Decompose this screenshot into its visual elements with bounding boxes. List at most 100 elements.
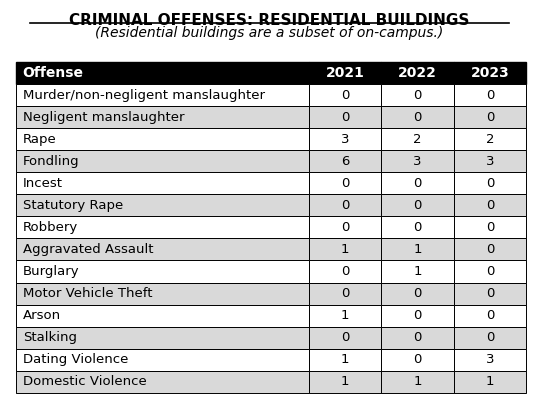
FancyBboxPatch shape [309, 106, 382, 128]
Text: Murder/non-negligent manslaughter: Murder/non-negligent manslaughter [23, 88, 265, 102]
FancyBboxPatch shape [16, 62, 309, 84]
FancyBboxPatch shape [382, 260, 454, 282]
Text: 3: 3 [486, 353, 494, 366]
Text: 0: 0 [413, 353, 421, 366]
FancyBboxPatch shape [454, 349, 526, 371]
Text: 1: 1 [413, 265, 422, 278]
Text: 0: 0 [413, 177, 421, 190]
Text: 0: 0 [341, 331, 349, 344]
Text: Burglary: Burglary [23, 265, 79, 278]
Text: 0: 0 [486, 199, 494, 212]
Text: Dating Violence: Dating Violence [23, 353, 128, 366]
FancyBboxPatch shape [309, 260, 382, 282]
Text: 0: 0 [486, 221, 494, 234]
FancyBboxPatch shape [382, 150, 454, 172]
FancyBboxPatch shape [382, 304, 454, 327]
FancyBboxPatch shape [16, 128, 309, 150]
FancyBboxPatch shape [16, 327, 309, 349]
FancyBboxPatch shape [382, 128, 454, 150]
Text: 2021: 2021 [326, 66, 365, 80]
Text: 0: 0 [486, 265, 494, 278]
FancyBboxPatch shape [454, 106, 526, 128]
Text: 0: 0 [341, 111, 349, 124]
Text: Stalking: Stalking [23, 331, 77, 344]
FancyBboxPatch shape [16, 304, 309, 327]
Text: 0: 0 [486, 243, 494, 256]
Text: Statutory Rape: Statutory Rape [23, 199, 123, 212]
FancyBboxPatch shape [16, 282, 309, 304]
Text: 3: 3 [486, 155, 494, 168]
Text: 0: 0 [413, 287, 421, 300]
FancyBboxPatch shape [16, 150, 309, 172]
Text: 1: 1 [413, 375, 422, 388]
Text: 1: 1 [341, 243, 349, 256]
Text: Offense: Offense [23, 66, 84, 80]
Text: 0: 0 [341, 177, 349, 190]
Text: 1: 1 [486, 375, 494, 388]
FancyBboxPatch shape [309, 84, 382, 106]
FancyBboxPatch shape [454, 304, 526, 327]
FancyBboxPatch shape [309, 327, 382, 349]
FancyBboxPatch shape [16, 172, 309, 194]
Text: 6: 6 [341, 155, 349, 168]
FancyBboxPatch shape [16, 371, 309, 393]
Text: 0: 0 [486, 287, 494, 300]
Text: 1: 1 [341, 375, 349, 388]
Text: Arson: Arson [23, 309, 61, 322]
FancyBboxPatch shape [454, 216, 526, 238]
Text: 2022: 2022 [398, 66, 437, 80]
FancyBboxPatch shape [454, 128, 526, 150]
FancyBboxPatch shape [454, 327, 526, 349]
FancyBboxPatch shape [16, 106, 309, 128]
Text: Robbery: Robbery [23, 221, 78, 234]
FancyBboxPatch shape [309, 371, 382, 393]
Text: 0: 0 [413, 221, 421, 234]
Text: 3: 3 [413, 155, 422, 168]
Text: 0: 0 [413, 331, 421, 344]
Text: 0: 0 [413, 111, 421, 124]
FancyBboxPatch shape [309, 282, 382, 304]
Text: 0: 0 [341, 199, 349, 212]
Text: 2023: 2023 [471, 66, 509, 80]
Text: Incest: Incest [23, 177, 63, 190]
FancyBboxPatch shape [309, 62, 382, 84]
FancyBboxPatch shape [309, 349, 382, 371]
Text: 0: 0 [413, 199, 421, 212]
FancyBboxPatch shape [454, 238, 526, 260]
Text: 0: 0 [486, 177, 494, 190]
Text: Domestic Violence: Domestic Violence [23, 375, 147, 388]
Text: Rape: Rape [23, 133, 57, 146]
FancyBboxPatch shape [16, 194, 309, 216]
Text: 2: 2 [413, 133, 422, 146]
Text: 3: 3 [341, 133, 349, 146]
FancyBboxPatch shape [454, 260, 526, 282]
Text: 0: 0 [341, 221, 349, 234]
FancyBboxPatch shape [16, 349, 309, 371]
Text: CRIMINAL OFFENSES: RESIDENTIAL BUILDINGS: CRIMINAL OFFENSES: RESIDENTIAL BUILDINGS [70, 13, 469, 28]
FancyBboxPatch shape [454, 282, 526, 304]
Text: 1: 1 [341, 353, 349, 366]
FancyBboxPatch shape [382, 172, 454, 194]
FancyBboxPatch shape [16, 238, 309, 260]
FancyBboxPatch shape [309, 150, 382, 172]
Text: 0: 0 [413, 88, 421, 102]
FancyBboxPatch shape [454, 84, 526, 106]
FancyBboxPatch shape [382, 282, 454, 304]
FancyBboxPatch shape [382, 349, 454, 371]
Text: 0: 0 [486, 309, 494, 322]
Text: Negligent manslaughter: Negligent manslaughter [23, 111, 184, 124]
FancyBboxPatch shape [454, 371, 526, 393]
Text: 0: 0 [341, 265, 349, 278]
FancyBboxPatch shape [382, 216, 454, 238]
Text: 0: 0 [341, 287, 349, 300]
FancyBboxPatch shape [16, 260, 309, 282]
Text: 0: 0 [486, 331, 494, 344]
FancyBboxPatch shape [382, 194, 454, 216]
FancyBboxPatch shape [382, 106, 454, 128]
FancyBboxPatch shape [309, 172, 382, 194]
Text: 1: 1 [413, 243, 422, 256]
FancyBboxPatch shape [309, 194, 382, 216]
Text: Motor Vehicle Theft: Motor Vehicle Theft [23, 287, 152, 300]
FancyBboxPatch shape [16, 216, 309, 238]
Text: Fondling: Fondling [23, 155, 79, 168]
